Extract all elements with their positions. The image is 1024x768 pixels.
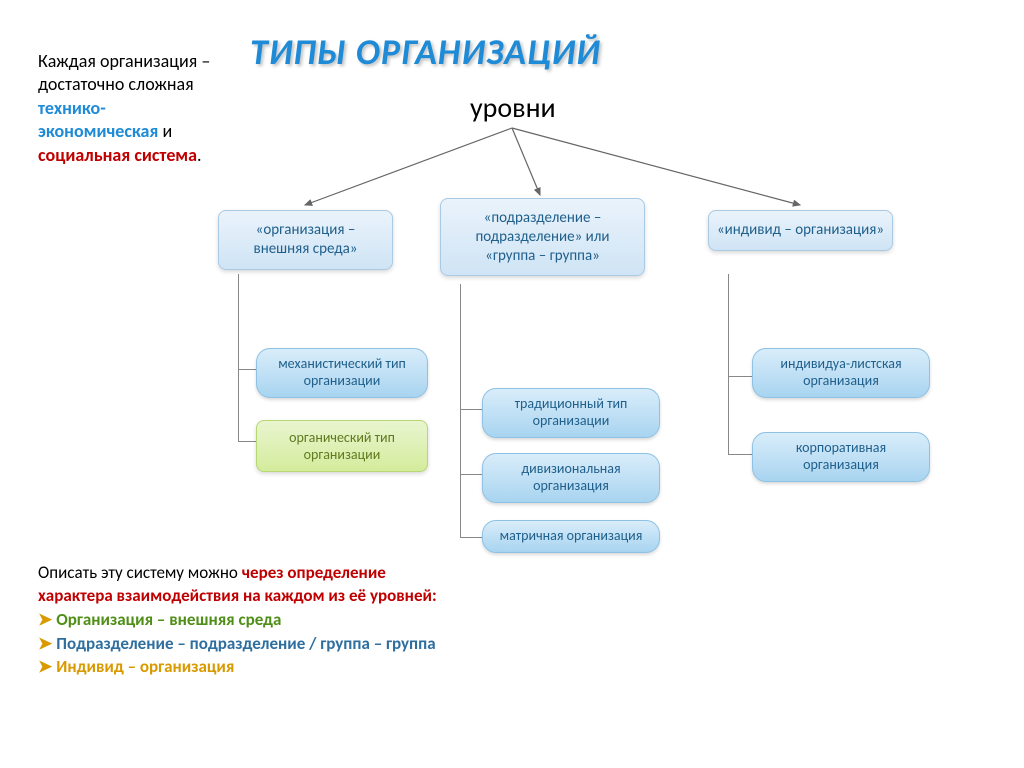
connector	[460, 409, 482, 410]
intro-highlight-red: социальная система	[38, 144, 197, 166]
child-corporate: корпоративная организация	[752, 432, 930, 482]
desc-line1: Описать эту систему можно через определе…	[38, 562, 438, 608]
level-box-dept-group: «подразделение – подразделение» или «гру…	[440, 198, 645, 276]
bullet-1: ➤Организация – внешняя среда	[38, 608, 438, 632]
intro-text-1: Каждая организация – достаточно сложная	[38, 50, 210, 95]
child-matrix: матричная организация	[482, 520, 660, 553]
level-box-org-env: «организация – внешняя среда»	[218, 210, 393, 270]
connector	[728, 274, 729, 454]
bullet-3-text: Индивид – организация	[56, 656, 234, 677]
child-mechanistic: механистический тип организации	[256, 348, 428, 398]
desc-line1-plain: Описать эту систему можно	[38, 562, 242, 583]
intro-text-2: и	[158, 120, 172, 142]
intro-highlight-blue: технико-экономическая	[38, 97, 158, 142]
connector	[238, 274, 239, 441]
child-traditional: традиционный тип организации	[482, 388, 660, 438]
connector	[238, 441, 256, 442]
bullet-2-text: Подразделение – подразделение / группа –…	[56, 633, 435, 654]
level-box-indiv-org: «индивид – организация»	[708, 210, 893, 251]
bullet-2: ➤Подразделение – подразделение / группа …	[38, 632, 438, 656]
page-title: ТИПЫ ОРГАНИЗАЦИЙ	[250, 30, 601, 74]
intro-text-3: .	[197, 144, 202, 166]
connector	[728, 376, 752, 377]
child-organic: органический тип организации	[256, 420, 428, 472]
bullet-arrow-icon: ➤	[38, 633, 52, 654]
bullet-1-text: Организация – внешняя среда	[56, 609, 281, 630]
connector	[460, 284, 461, 537]
connector	[728, 454, 752, 455]
subtitle-levels: уровни	[470, 90, 556, 125]
connector	[238, 369, 256, 370]
connector	[460, 474, 482, 475]
bullet-arrow-icon: ➤	[38, 609, 52, 630]
intro-paragraph: Каждая организация – достаточно сложная …	[38, 50, 218, 167]
description-block: Описать эту систему можно через определе…	[38, 562, 438, 679]
child-divisional: дивизиональная организация	[482, 453, 660, 503]
bullet-arrow-icon: ➤	[38, 656, 52, 677]
bullet-3: ➤Индивид – организация	[38, 655, 438, 679]
connector	[460, 537, 482, 538]
child-individualist: индивидуа-листская организация	[752, 348, 930, 398]
